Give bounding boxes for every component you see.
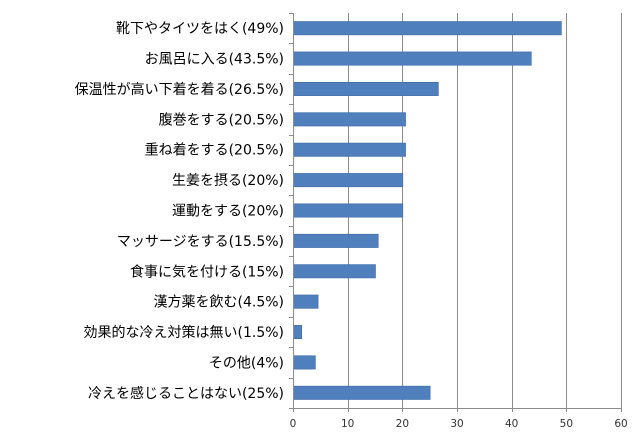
bar (293, 233, 379, 248)
x-tick-label: 50 (560, 418, 573, 430)
bar (293, 325, 302, 340)
category-label: お風呂に入る(43.5%) (145, 52, 284, 68)
category-label: 重ね着をする(20.5%) (145, 143, 284, 159)
x-tick-labels: 0 10 20 30 40 50 60 (290, 418, 628, 430)
bar (293, 142, 406, 157)
bar (293, 51, 532, 66)
category-label: その他(4%) (209, 355, 284, 371)
bar (293, 294, 319, 309)
bar (293, 355, 316, 370)
x-tick-label: 40 (505, 418, 518, 430)
category-label: 保温性が高い下着を着る(26.5%) (75, 81, 284, 98)
category-label: 漢方薬を飲む(4.5%) (154, 295, 285, 311)
category-label: 運動をする(20%) (172, 204, 284, 220)
bar (293, 173, 404, 188)
category-label: 冷えを感じることはない(25%) (88, 385, 284, 402)
category-label: 生姜を摂る(20%) (172, 173, 284, 189)
grid-lines (348, 13, 622, 408)
bar (293, 21, 562, 36)
category-label: 靴下やタイツをはく(49%) (116, 21, 284, 37)
category-label: マッサージをする(15.5%) (117, 234, 284, 250)
x-tick-label: 30 (450, 418, 463, 430)
x-tick-label: 20 (396, 418, 409, 430)
bar (293, 385, 431, 400)
x-tick-label: 0 (290, 418, 297, 430)
axes (289, 13, 622, 412)
x-tick-label: 10 (341, 418, 354, 430)
bar (293, 264, 376, 279)
bar (293, 81, 439, 96)
bar (293, 203, 404, 218)
category-label: 腹巻をする(20.5%) (159, 111, 284, 128)
category-label: 食事に気を付ける(15%) (130, 263, 284, 280)
category-labels: 靴下やタイツをはく(49%) お風呂に入る(43.5%) 保温性が高い下着を着る(2… (75, 21, 284, 402)
bar (293, 112, 406, 127)
x-tick-label: 60 (614, 418, 627, 430)
bars (293, 21, 562, 400)
category-label: 効果的な冷え対策は無い(1.5%) (84, 324, 285, 341)
